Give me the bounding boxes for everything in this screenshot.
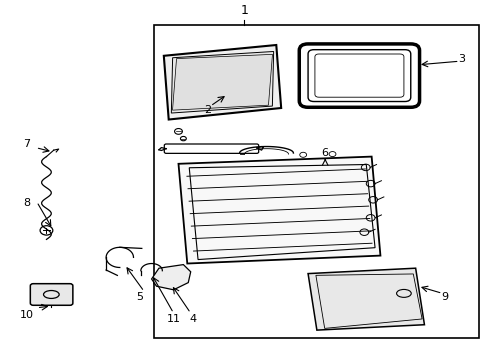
Text: 2: 2 (204, 105, 211, 115)
Text: 5: 5 (136, 292, 142, 302)
Text: 4: 4 (189, 314, 196, 324)
Text: 11: 11 (166, 314, 180, 324)
Polygon shape (151, 265, 190, 290)
Text: 8: 8 (23, 198, 30, 208)
Text: 10: 10 (20, 310, 34, 320)
FancyBboxPatch shape (30, 284, 73, 305)
Text: 3: 3 (458, 54, 465, 64)
Bar (154, 25, 478, 338)
Polygon shape (307, 268, 424, 330)
Text: 9: 9 (441, 292, 447, 302)
FancyBboxPatch shape (299, 44, 419, 107)
FancyBboxPatch shape (307, 50, 410, 102)
Polygon shape (172, 54, 272, 110)
Text: 6: 6 (321, 148, 328, 158)
Text: 1: 1 (240, 4, 248, 17)
FancyBboxPatch shape (314, 54, 403, 97)
Polygon shape (163, 45, 281, 120)
FancyBboxPatch shape (164, 144, 258, 153)
Polygon shape (178, 157, 380, 264)
Text: 7: 7 (23, 139, 30, 149)
Polygon shape (171, 51, 273, 113)
